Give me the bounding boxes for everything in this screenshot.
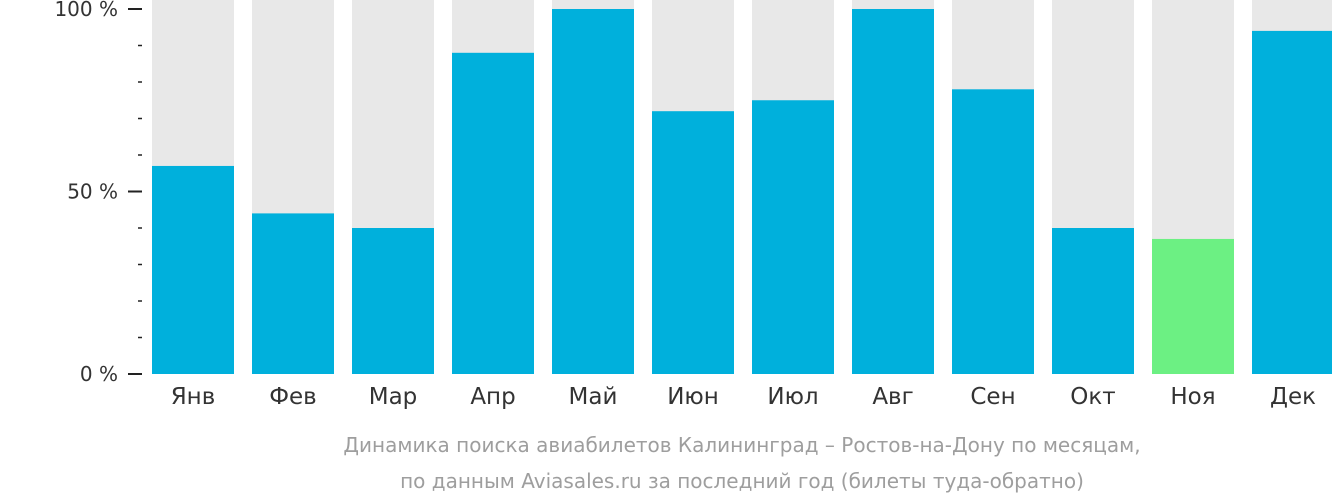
x-tick-label: Апр [470, 384, 515, 410]
bar-4 [452, 52, 534, 375]
bar-3 [352, 228, 434, 374]
caption-line-2: по данным Aviasales.ru за последний год … [400, 469, 1084, 493]
x-tick-label: Окт [1070, 384, 1115, 410]
x-tick-label: Май [569, 384, 618, 410]
bar-10 [1052, 228, 1134, 374]
y-axis: 0 % 50 % 100 % [54, 0, 142, 386]
bar-5 [552, 9, 634, 374]
bar-12 [1252, 30, 1332, 375]
caption-line-1: Динамика поиска авиабилетов Калининград … [343, 433, 1140, 457]
x-tick-label: Мар [369, 384, 418, 410]
y-tick-label: 100 % [54, 0, 118, 21]
y-tick-label: 50 % [67, 180, 118, 204]
x-tick-label: Янв [171, 384, 216, 410]
x-tick-label: Сен [970, 384, 1015, 410]
bar-9 [952, 89, 1034, 375]
x-tick-label: Фев [269, 384, 317, 410]
bar-7 [752, 100, 834, 374]
y-tick-label: 0 % [80, 362, 118, 386]
bar-1 [152, 165, 234, 374]
bar-6 [652, 111, 734, 374]
bar-2 [252, 213, 334, 374]
bars [152, 9, 1332, 375]
x-tick-label: Июн [667, 384, 719, 410]
bar-11 [1152, 238, 1234, 374]
x-tick-label: Дек [1270, 384, 1316, 410]
bar-8 [852, 9, 934, 374]
x-tick-label: Ноя [1170, 384, 1215, 410]
x-axis-labels: Янв Фев Мар Апр Май Июн Июл Авг Сен Окт Ноя Дек [171, 384, 1316, 410]
x-tick-label: Авг [872, 384, 913, 410]
x-tick-label: Июл [767, 384, 818, 410]
